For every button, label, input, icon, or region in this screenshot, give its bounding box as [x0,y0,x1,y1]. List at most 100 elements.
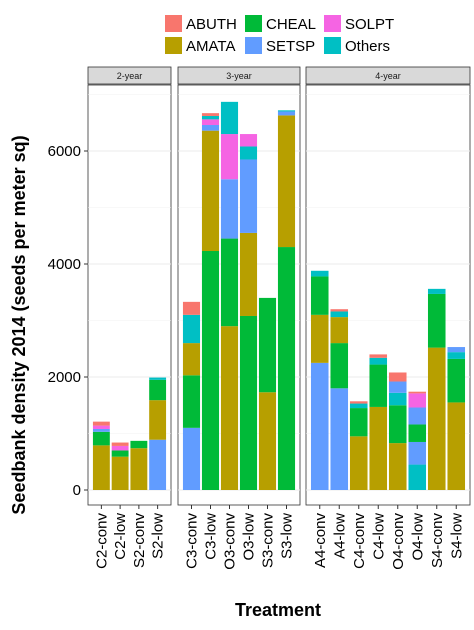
legend: ABUTH AMATA CHEAL SETSP SOLPT Others [165,15,394,55]
y-tick-label-0: 0 [73,482,81,499]
bar-segment-c2-low-cheal [111,450,129,457]
legend-label-cheal: CHEAL [266,16,316,33]
bar-c3-low [201,113,220,490]
bar-segment-s3-low-amata [277,115,296,248]
bar-segment-s2-low-setsp [149,439,167,490]
bar-segment-s3-low-cheal [277,247,296,490]
bar-segment-o4-conv-abuth [388,372,407,382]
legend-key-solpt [324,15,341,32]
bar-c3-conv [182,301,201,490]
bar-segment-c4-low-others [369,357,388,365]
bar-segment-o4-low-cheal [408,424,427,442]
bar-segment-o3-conv-others [220,101,239,135]
panel-title: 3-year [226,71,252,81]
y-tick-label-6000: 6000 [48,143,81,160]
x-tick-label-s4-conv: S4-conv [429,513,446,569]
bar-segment-o3-low-others [239,146,258,160]
x-tick-label-s3-conv: S3-conv [260,513,277,569]
bar-c2-low [111,442,129,490]
bar-segment-s4-low-setsp [447,347,466,353]
bar-segment-o4-conv-cheal [388,405,407,444]
x-tick-label-c3-conv: C3-conv [184,513,201,569]
bar-segment-o3-conv-amata [220,326,239,490]
bar-segment-a4-low-cheal [330,343,349,389]
bar-segment-c2-low-solpt [111,445,129,451]
bar-segment-o3-conv-cheal [220,238,239,327]
bar-segment-c2-low-abuth [111,442,129,446]
x-tick-label-o4-low: O4-low [409,513,426,561]
bar-segment-c4-conv-amata [349,436,368,490]
bar-segment-o3-low-amata [239,232,258,316]
legend-key-others [324,37,341,54]
panel-4-year: 4-year A4-conv A4-low C4-conv C4-low O4-conv O… [305,66,471,570]
x-tick-label-c4-low: C4-low [370,513,387,560]
bar-segment-a4-conv-setsp [310,362,329,490]
bar-segment-s2-conv-amata [130,448,148,490]
bar-segment-s4-low-others [447,352,466,359]
bar-segment-c3-low-abuth [201,113,220,116]
panel-title: 2-year [117,71,143,81]
bar-segment-c4-conv-abuth [349,401,368,404]
legend-key-amata [165,37,182,54]
bar-segment-c3-low-cheal [201,251,220,490]
bar-s4-low [447,347,466,490]
bar-segment-c3-low-others [201,115,220,120]
bar-segment-o4-low-solpt [408,393,427,408]
legend-label-amata: AMATA [186,38,235,55]
bar-segment-a4-conv-others [310,270,329,277]
panel-strip [305,66,471,85]
y-axis-label: Seedbank density 2014 (seeds per meter s… [9,135,29,514]
bar-segment-s4-low-cheal [447,358,466,403]
bar-segment-c3-conv-amata [182,343,201,376]
y-tick-label-2000: 2000 [48,369,81,386]
bar-segment-c3-conv-setsp [182,427,201,490]
bar-segment-o4-low-setsp [408,407,427,425]
bar-segment-s4-conv-amata [427,347,446,490]
legend-label-others: Others [345,38,390,55]
y-tick-label-4000: 4000 [48,256,81,273]
bar-segment-c3-low-setsp [201,125,220,131]
x-tick-label-c4-conv: C4-conv [351,513,368,569]
bar-segment-s4-low-amata [447,402,466,490]
bar-segment-a4-low-setsp [330,388,349,490]
bar-segment-s2-low-cheal [149,379,167,401]
bar-segment-o4-conv-setsp [388,381,407,393]
panel-strip [87,66,172,85]
bar-segment-c2-low-amata [111,456,129,490]
facet-panels: 2-year C2-conv C2-low S2-conv S2-low 3-year C3… [87,66,471,570]
panel-3-year: 3-year C3-conv C3-low O3-conv O3-low S3-conv S… [177,66,301,570]
x-axis-label: Treatment [235,600,321,620]
bar-segment-c3-conv-cheal [182,375,201,428]
bar-segment-s4-conv-cheal [427,293,446,348]
x-tick-label-o4-conv: O4-conv [390,513,407,570]
legend-label-solpt: SOLPT [345,16,394,33]
bar-s4-conv [427,288,446,490]
bar-s2-conv [130,440,148,490]
bar-a4-conv [310,270,329,490]
bar-o3-low [239,134,258,490]
x-tick-label-a4-low: A4-low [331,513,348,559]
bar-segment-c4-conv-cheal [349,408,368,437]
bar-segment-s4-conv-others [427,288,446,294]
legend-label-abuth: ABUTH [186,16,237,33]
x-tick-label-s2-low: S2-low [150,513,167,559]
x-tick-label-c2-low: C2-low [112,513,129,560]
x-tick-label-s2-conv: S2-conv [131,513,148,569]
x-tick-label-c2-conv: C2-conv [93,513,110,569]
bar-segment-c2-conv-solpt [92,425,110,429]
bar-segment-o4-low-others [408,464,427,490]
panel-strip [177,66,301,85]
bar-segment-c2-conv-cheal [92,431,110,446]
bar-segment-c2-conv-abuth [92,421,110,426]
bar-segment-o3-low-cheal [239,315,258,490]
bar-segment-a4-low-abuth [330,309,349,312]
bar-o4-conv [388,372,407,490]
bar-a4-low [330,309,349,490]
bar-segment-a4-conv-amata [310,314,329,363]
bar-segment-s3-conv-amata [258,392,277,490]
bar-s2-low [149,377,167,490]
bar-segment-s3-low-setsp [277,111,296,116]
legend-key-setsp [245,37,262,54]
